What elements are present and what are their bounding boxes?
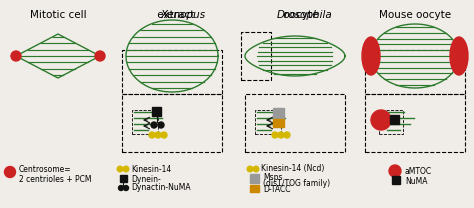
Text: Drosophila: Drosophila	[277, 10, 333, 20]
Circle shape	[11, 51, 21, 61]
Text: Mouse oocyte: Mouse oocyte	[379, 10, 451, 20]
Bar	[250, 174, 259, 183]
Bar	[132, 110, 158, 134]
Circle shape	[158, 122, 164, 128]
Circle shape	[253, 166, 259, 172]
Circle shape	[247, 166, 253, 172]
Bar	[365, 94, 465, 152]
Text: 2 centrioles + PCM: 2 centrioles + PCM	[19, 175, 91, 183]
Bar	[250, 185, 259, 192]
Text: (dis1/TOG family): (dis1/TOG family)	[263, 180, 330, 188]
Circle shape	[149, 132, 155, 138]
Circle shape	[124, 186, 128, 191]
Bar	[392, 176, 400, 184]
Circle shape	[118, 186, 124, 191]
Bar	[122, 50, 222, 94]
Text: Dynein-: Dynein-	[131, 175, 161, 183]
Circle shape	[272, 132, 278, 138]
Text: NuMA: NuMA	[405, 177, 428, 186]
Text: oocyte: oocyte	[280, 10, 318, 20]
Text: Kinesin-14 (Ncd): Kinesin-14 (Ncd)	[261, 165, 324, 173]
Circle shape	[389, 165, 401, 177]
Text: 4: 4	[9, 166, 13, 172]
Circle shape	[161, 132, 167, 138]
Circle shape	[95, 51, 105, 61]
Text: Centrosome=: Centrosome=	[19, 166, 72, 175]
Circle shape	[117, 166, 123, 172]
Text: D-TACC: D-TACC	[263, 186, 291, 194]
Bar	[365, 50, 465, 94]
Bar	[255, 110, 281, 134]
Circle shape	[284, 132, 290, 138]
Text: Dynactin-NuMA: Dynactin-NuMA	[131, 182, 191, 192]
Text: Mitotic cell: Mitotic cell	[30, 10, 86, 20]
Bar	[273, 119, 284, 127]
Circle shape	[155, 132, 161, 138]
Bar	[152, 107, 161, 116]
Text: extract: extract	[154, 10, 194, 20]
Ellipse shape	[450, 37, 468, 75]
Circle shape	[371, 110, 391, 130]
Circle shape	[123, 166, 129, 172]
Text: Msps: Msps	[263, 172, 283, 182]
Ellipse shape	[362, 37, 380, 75]
Bar	[122, 94, 222, 152]
Circle shape	[4, 166, 16, 177]
Bar	[245, 94, 345, 152]
Text: Kinesin-14: Kinesin-14	[131, 165, 171, 173]
Circle shape	[278, 132, 284, 138]
Bar	[273, 108, 284, 119]
Bar	[120, 175, 127, 182]
Circle shape	[151, 122, 157, 128]
Bar	[390, 115, 399, 124]
Text: Xenopus: Xenopus	[160, 10, 205, 20]
Bar	[379, 110, 403, 134]
Bar	[241, 32, 271, 80]
Text: aMTOC: aMTOC	[405, 166, 432, 176]
